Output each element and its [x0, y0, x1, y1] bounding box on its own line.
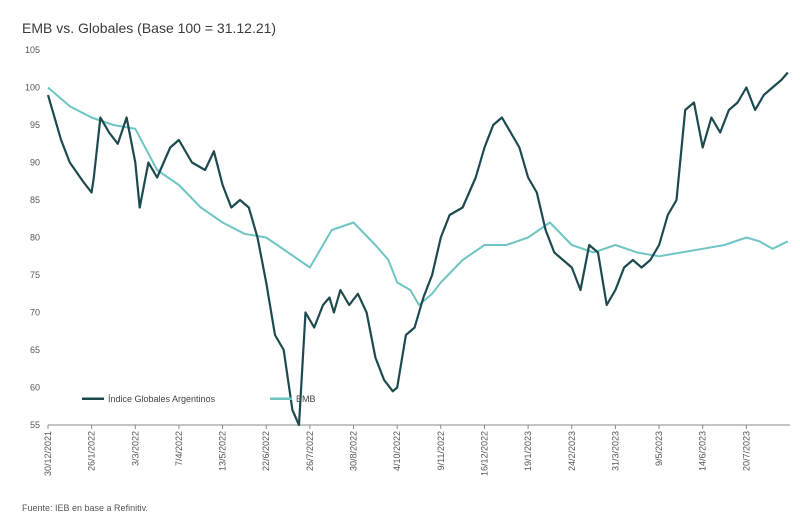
y-tick-label: 70	[30, 308, 40, 318]
legend-label: Índice Globales Argentinos	[108, 394, 216, 404]
y-tick-label: 105	[25, 45, 40, 55]
y-tick-label: 90	[30, 158, 40, 168]
y-tick-label: 100	[25, 83, 40, 93]
x-tick-label: 26/1/2022	[87, 431, 97, 471]
x-axis: 30/12/2021 26/1/2022 3/3/2022 7/4/2022 13/5/…	[43, 424, 790, 476]
y-axis: 55 60 65 70 75 80 85 90 95 100 105	[25, 45, 40, 430]
x-tick-label: 16/12/2022	[479, 431, 489, 476]
source-note: Fuente: IEB en base a Refinitiv.	[22, 503, 148, 513]
x-tick-label: 31/3/2023	[610, 431, 620, 471]
x-tick-label: 13/5/2022	[218, 431, 228, 471]
x-tick-label: 19/1/2023	[523, 431, 533, 471]
y-tick-label: 85	[30, 195, 40, 205]
y-tick-label: 75	[30, 270, 40, 280]
x-tick-label: 30/12/2021	[43, 431, 53, 476]
y-tick-label: 80	[30, 233, 40, 243]
x-tick-label: 4/10/2022	[392, 431, 402, 471]
x-tick-label: 30/8/2022	[349, 431, 359, 471]
x-tick-label: 22/6/2022	[261, 431, 271, 471]
y-tick-label: 95	[30, 120, 40, 130]
y-tick-label: 65	[30, 345, 40, 355]
x-tick-label: 9/5/2023	[654, 431, 664, 466]
x-tick-label: 9/11/2022	[436, 431, 446, 470]
series-line-globales	[46, 71, 789, 427]
x-tick-label: 26/7/2022	[305, 431, 315, 471]
y-tick-label: 60	[30, 383, 40, 393]
x-tick-label: 3/3/2022	[130, 431, 140, 466]
x-tick-label: 14/6/2023	[698, 431, 708, 471]
series-line-emb	[47, 86, 789, 306]
x-tick-label: 24/2/2023	[567, 431, 577, 471]
legend: Índice Globales Argentinos EMB	[82, 394, 316, 404]
series-layer	[46, 71, 789, 427]
chart-title: EMB vs. Globales (Base 100 = 31.12.21)	[22, 20, 277, 36]
y-tick-label: 55	[30, 420, 40, 430]
legend-label: EMB	[296, 394, 316, 404]
x-tick-label: 20/7/2023	[741, 431, 751, 471]
x-tick-label: 7/4/2022	[174, 431, 184, 466]
